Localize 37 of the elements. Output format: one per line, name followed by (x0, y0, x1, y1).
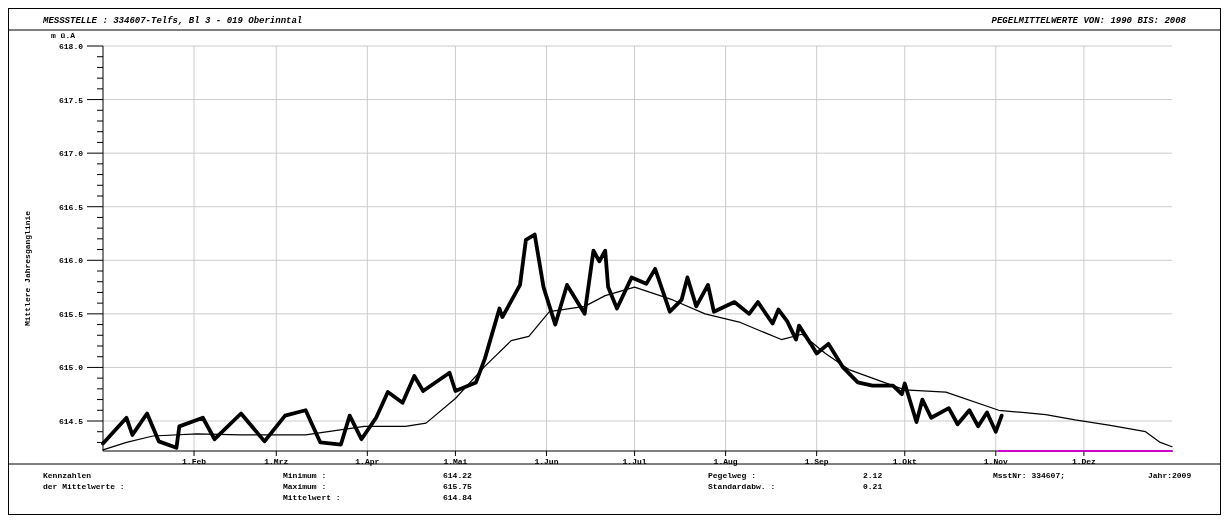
x-tick-label: 1.Okt (892, 457, 917, 466)
y-tick-label: 618.0 (58, 42, 84, 51)
x-tick-label: 1.Nov (983, 457, 1008, 466)
x-tick-label: 1.Dez (1071, 457, 1097, 466)
x-tick-label: 1.Jul (622, 457, 647, 466)
text: Standardabw. : (708, 482, 776, 491)
chart-title: MESSSTELLE : 334607-Telfs, Bl 3 - 019 Oberinntal (42, 16, 303, 26)
chart-subtitle: PEGELMITTELWERTE VON: 1990 BIS: 2008 (991, 16, 1187, 26)
y-tick-label: 615.5 (58, 309, 84, 319)
text: m ü.A (50, 31, 76, 40)
text: 614.84 (443, 493, 472, 502)
y-axis-title: Mittlere Jahresganglinie (23, 210, 32, 327)
x-tick-label: 1.Apr (355, 457, 380, 466)
x-tick-label: 1.Mrz (264, 457, 289, 466)
text: MsstNr: 334607; (993, 471, 1066, 480)
text: Pegelweg : (708, 471, 757, 480)
x-tick-label: 1.Feb (182, 457, 207, 466)
x-tick-label: 1.Aug (713, 457, 738, 466)
y-tick-label: 617.0 (58, 149, 84, 159)
y-tick-label: 614.5 (58, 417, 84, 426)
y-tick-label: 616.5 (58, 202, 84, 212)
x-tick-label: 1.Sep (804, 457, 829, 466)
text: 2.12 (863, 471, 883, 480)
x-tick-label: 1.Jun (534, 457, 559, 466)
text: Kennzahlen (43, 471, 92, 480)
y-tick-label: 617.5 (58, 95, 84, 105)
text: Minimum : (283, 471, 327, 480)
text: 615.75 (443, 482, 472, 491)
x-tick-label: 1.Mai (443, 457, 468, 466)
text: Jahr:2009 (1148, 471, 1192, 480)
text: Maximum : (283, 482, 327, 491)
text: 614.22 (443, 471, 472, 480)
text: Mittelwert : (283, 493, 341, 502)
text: 0.21 (863, 482, 883, 491)
text: der Mittelwerte : (43, 482, 125, 491)
y-tick-label: 616.0 (58, 256, 84, 266)
y-tick-label: 615.0 (58, 363, 84, 373)
